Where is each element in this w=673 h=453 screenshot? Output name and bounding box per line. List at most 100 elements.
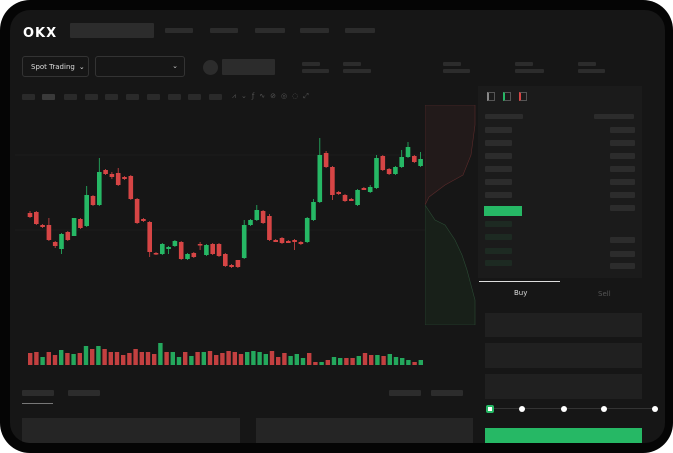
volume-bar — [102, 349, 107, 365]
candle-body — [298, 242, 304, 244]
search-bar[interactable] — [70, 23, 154, 38]
volume-bar — [282, 353, 287, 365]
timeframe-button[interactable] — [42, 94, 55, 100]
ask-price — [485, 166, 512, 172]
tab-buy[interactable]: Buy — [514, 289, 528, 297]
leverage-slider-track[interactable] — [488, 408, 658, 409]
timeframe-button[interactable] — [188, 94, 201, 100]
candle — [380, 155, 386, 171]
indicator-icon[interactable]: ⩘ — [232, 92, 241, 100]
filter-button[interactable] — [389, 390, 421, 396]
volume-bar — [164, 352, 169, 365]
expand-icon[interactable]: ⤢ — [303, 92, 314, 100]
candle — [191, 252, 197, 258]
candle-body — [210, 244, 215, 254]
chart-tools: ⩘⌄ƒ∿⊘◎◌⤢ — [232, 92, 314, 101]
candle — [27, 211, 33, 218]
volume-bar — [418, 360, 423, 365]
nav-item[interactable] — [255, 28, 285, 33]
slider-step[interactable] — [652, 406, 658, 412]
pair-dropdown[interactable]: ⌄ — [95, 56, 185, 77]
candle — [59, 233, 64, 254]
candle — [166, 246, 171, 254]
filter-button[interactable] — [431, 390, 463, 396]
orderbook-asks-icon[interactable] — [519, 92, 527, 101]
candlestick-chart[interactable] — [15, 105, 425, 370]
candle-body — [323, 153, 329, 167]
volume-bar — [300, 358, 306, 365]
volume-bar — [238, 354, 244, 365]
bid-amount — [610, 263, 635, 269]
volume-bar — [232, 352, 237, 365]
total-input[interactable] — [485, 374, 642, 399]
candle-body — [128, 176, 134, 199]
timeframe-button[interactable] — [64, 94, 77, 100]
slider-step[interactable] — [561, 406, 567, 412]
candle-body — [367, 187, 373, 192]
volume-bar — [276, 357, 281, 365]
volume-bar — [46, 352, 51, 365]
pencil-icon[interactable]: ⊘ — [270, 92, 282, 100]
coin-icon — [203, 60, 218, 75]
timeframe-button[interactable] — [209, 94, 222, 100]
price-input[interactable] — [485, 313, 642, 337]
slider-step[interactable] — [601, 406, 607, 412]
orderbook-both-icon[interactable] — [487, 92, 495, 101]
bid-price — [485, 248, 512, 254]
volume-bar — [344, 358, 349, 365]
candle — [405, 142, 411, 158]
line-tool-icon[interactable]: ∿ — [259, 92, 271, 100]
candle-body — [172, 241, 178, 246]
depth-bids — [425, 204, 476, 325]
candle — [115, 168, 121, 186]
timeframe-button[interactable] — [147, 94, 160, 100]
market-type-label: Spot Trading — [31, 62, 75, 71]
candle — [197, 242, 203, 250]
timeframe-button[interactable] — [22, 94, 35, 100]
nav-item[interactable] — [300, 28, 329, 33]
candle — [418, 152, 423, 167]
volume-bar — [263, 354, 268, 365]
stat-label — [578, 62, 596, 66]
timeframe-button[interactable] — [168, 94, 181, 100]
fx-icon[interactable]: ƒ — [251, 92, 260, 100]
volume-bar — [294, 354, 299, 365]
buy-submit-button[interactable] — [485, 428, 642, 443]
settings-icon[interactable]: ◎ — [281, 92, 293, 100]
timeframe-button[interactable] — [85, 94, 98, 100]
stat-value — [343, 69, 371, 73]
candle — [46, 218, 52, 241]
candle-body — [235, 260, 241, 267]
ask-price — [485, 127, 512, 133]
candle — [292, 239, 297, 250]
candle-body — [141, 219, 146, 221]
volume-bar — [90, 349, 95, 365]
tab-sell[interactable]: Sell — [598, 290, 611, 298]
bid-price — [485, 260, 512, 266]
okx-logo[interactable]: OKX — [23, 26, 58, 41]
tab-order-history[interactable] — [68, 390, 100, 396]
market-type-dropdown[interactable]: Spot Trading ⌄ — [22, 56, 89, 77]
volume-bar — [406, 360, 411, 365]
stat-value — [443, 69, 470, 73]
volume-bar — [59, 350, 64, 365]
candle — [71, 218, 77, 236]
volume-bar — [133, 349, 138, 365]
candle — [304, 217, 310, 243]
camera-icon[interactable]: ◌ — [292, 92, 304, 100]
orderbook-bids-icon[interactable] — [503, 92, 511, 101]
amount-input[interactable] — [485, 343, 642, 368]
nav-item[interactable] — [210, 28, 238, 33]
indicator-icon[interactable]: ⌄ — [240, 92, 252, 100]
tab-open-orders[interactable] — [22, 390, 54, 396]
nav-item[interactable] — [165, 28, 193, 33]
slider-step-selected[interactable] — [486, 405, 494, 413]
timeframe-button[interactable] — [126, 94, 139, 100]
nav-item[interactable] — [345, 28, 375, 33]
ask-amount — [610, 140, 635, 146]
volume-bar — [207, 351, 213, 365]
slider-step[interactable] — [519, 406, 525, 412]
timeframe-button[interactable] — [105, 94, 118, 100]
candle-body — [178, 242, 184, 259]
candle — [52, 241, 58, 248]
